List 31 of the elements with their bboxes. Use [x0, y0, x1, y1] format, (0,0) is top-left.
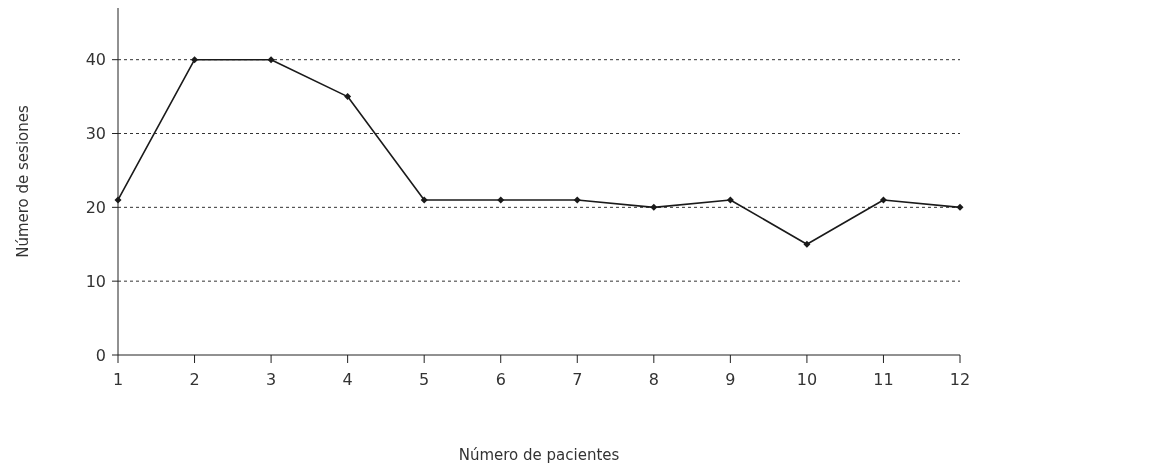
- point: [573, 196, 581, 204]
- x-tick-label: 7: [572, 370, 583, 389]
- x-tick-label: 11: [873, 370, 894, 389]
- x-tick-label: 2: [189, 370, 200, 389]
- y-tick-label: 0: [95, 345, 106, 365]
- point: [956, 203, 964, 211]
- x-tick-label: 10: [796, 370, 818, 389]
- y-tick-label: 30: [85, 124, 106, 144]
- point: [879, 196, 887, 204]
- point: [726, 196, 734, 204]
- point: [267, 56, 275, 64]
- point: [650, 203, 658, 211]
- y-tick-label: 10: [85, 271, 106, 291]
- x-tick-label: 3: [266, 370, 277, 389]
- y-tick-label: 20: [85, 197, 106, 217]
- x-tick-label: 9: [725, 370, 736, 389]
- point: [497, 196, 505, 204]
- x-tick-label: 8: [648, 370, 659, 389]
- point: [114, 196, 122, 204]
- x-tick-label: 6: [495, 370, 506, 389]
- y-tick-label: 40: [85, 50, 106, 70]
- x-tick-label: 4: [342, 370, 353, 389]
- point: [191, 56, 199, 64]
- x-tick-label: 1: [112, 370, 124, 389]
- point: [344, 93, 352, 101]
- x-tick-label: 5: [419, 370, 430, 389]
- x-axis-title: Número de pacientes: [458, 446, 620, 464]
- x-tick-label: 12: [949, 370, 971, 389]
- point: [803, 240, 811, 248]
- point: [420, 196, 428, 204]
- y-axis-title: Número de sesiones: [14, 105, 32, 258]
